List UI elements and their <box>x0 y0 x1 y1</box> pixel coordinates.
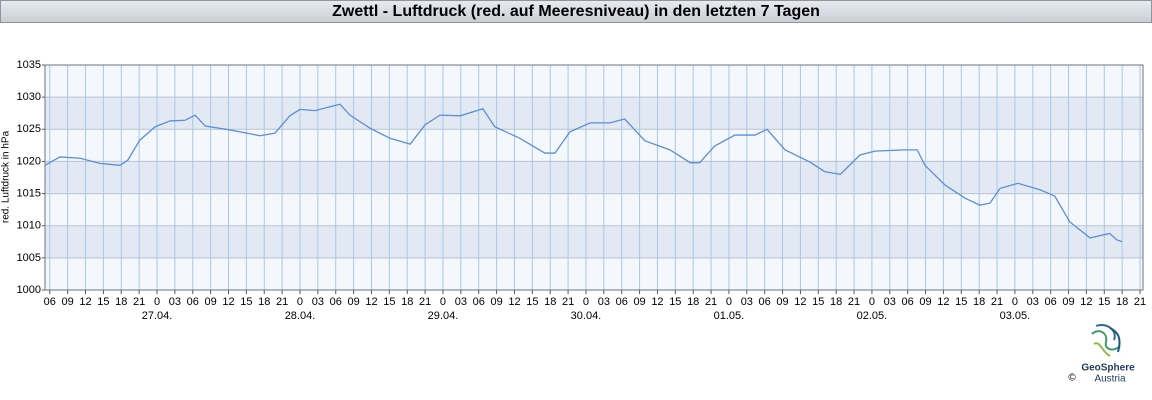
x-tick-label: 06 <box>330 296 342 308</box>
x-tick-label: 21 <box>419 296 431 308</box>
y-tick-label: 1000 <box>17 284 41 296</box>
data-line <box>44 103 1123 243</box>
y-tick-label: 1010 <box>17 220 41 232</box>
x-tick-label: 09 <box>1062 296 1074 308</box>
x-tick-label: 0 <box>869 296 875 308</box>
y-tick-label: 1025 <box>17 123 41 135</box>
x-tick-label: 09 <box>776 296 788 308</box>
date-label: 27.04. <box>142 310 173 322</box>
x-tick-label: 0 <box>297 296 303 308</box>
x-tick-label: 06 <box>616 296 628 308</box>
x-tick-label: 18 <box>1116 296 1128 308</box>
x-tick-label: 03 <box>741 296 753 308</box>
copyright: © <box>1068 373 1076 384</box>
x-tick-label: 15 <box>812 296 824 308</box>
x-tick-label: 06 <box>759 296 771 308</box>
x-tick-label: 03 <box>884 296 896 308</box>
x-tick-label: 18 <box>401 296 413 308</box>
x-tick-label: 12 <box>794 296 806 308</box>
x-tick-label: 0 <box>726 296 732 308</box>
x-tick-label: 03 <box>1027 296 1039 308</box>
x-tick-label: 0 <box>583 296 589 308</box>
x-tick-label: 0 <box>1012 296 1018 308</box>
date-label: 28.04. <box>285 310 316 322</box>
x-tick-label: 15 <box>240 296 252 308</box>
x-tick-label: 12 <box>508 296 520 308</box>
x-tick-label: 03 <box>312 296 324 308</box>
x-tick-label: 21 <box>1134 296 1146 308</box>
x-tick-label: 15 <box>955 296 967 308</box>
y-axis-label: red. Luftdruck in hPa <box>1 130 12 223</box>
x-tick-label: 03 <box>169 296 181 308</box>
x-tick-label: 06 <box>902 296 914 308</box>
x-tick-label: 09 <box>633 296 645 308</box>
y-tick-label: 1005 <box>17 252 41 264</box>
y-tick-label: 1020 <box>17 155 41 167</box>
x-tick-label: 15 <box>526 296 538 308</box>
x-tick-label: 0 <box>154 296 160 308</box>
x-tick-label: 0 <box>440 296 446 308</box>
date-label: 03.05. <box>1000 310 1031 322</box>
x-tick-label: 21 <box>276 296 288 308</box>
x-tick-label: 09 <box>204 296 216 308</box>
x-tick-label: 09 <box>490 296 502 308</box>
logo-icon <box>1091 324 1121 357</box>
grid-band <box>45 225 1143 258</box>
x-tick-label: 12 <box>651 296 663 308</box>
y-tick-label: 1015 <box>17 187 41 199</box>
x-tick-label: 06 <box>473 296 485 308</box>
x-tick-label: 18 <box>687 296 699 308</box>
x-tick-label: 09 <box>919 296 931 308</box>
x-tick-label: 15 <box>1098 296 1110 308</box>
x-tick-label: 06 <box>187 296 199 308</box>
x-tick-label: 15 <box>669 296 681 308</box>
x-tick-label: 18 <box>115 296 127 308</box>
x-tick-label: 18 <box>830 296 842 308</box>
x-tick-label: 12 <box>365 296 377 308</box>
x-tick-label: 09 <box>62 296 74 308</box>
chart-title: Zwettl - Luftdruck (red. auf Meeresnivea… <box>332 3 820 20</box>
date-label: 29.04. <box>428 310 459 322</box>
x-tick-label: 12 <box>937 296 949 308</box>
x-tick-label: 21 <box>991 296 1003 308</box>
plot-border <box>44 64 1144 291</box>
grid-band <box>45 161 1143 194</box>
x-tick-label: 09 <box>347 296 359 308</box>
x-tick-label: 18 <box>973 296 985 308</box>
logo-name: GeoSphere <box>1081 363 1135 374</box>
x-tick-label: 03 <box>455 296 467 308</box>
x-tick-label: 18 <box>544 296 556 308</box>
x-tick-label: 15 <box>383 296 395 308</box>
logo-country: Austria <box>1094 374 1126 385</box>
x-tick-label: 21 <box>562 296 574 308</box>
x-tick-label: 12 <box>79 296 91 308</box>
x-tick-label: 15 <box>97 296 109 308</box>
x-tick-label: 12 <box>1080 296 1092 308</box>
x-tick-label: 18 <box>258 296 270 308</box>
date-label: 01.05. <box>714 310 745 322</box>
x-tick-label: 21 <box>705 296 717 308</box>
x-tick-label: 03 <box>598 296 610 308</box>
x-tick-label: 06 <box>1045 296 1057 308</box>
date-label: 30.04. <box>571 310 602 322</box>
y-tick-label: 1035 <box>17 59 41 71</box>
x-tick-label: 06 <box>44 296 56 308</box>
date-label: 02.05. <box>857 310 888 322</box>
y-tick-label: 1030 <box>17 91 41 103</box>
x-tick-label: 21 <box>133 296 145 308</box>
grid-band <box>45 97 1143 130</box>
x-tick-label: 12 <box>222 296 234 308</box>
x-tick-label: 21 <box>848 296 860 308</box>
